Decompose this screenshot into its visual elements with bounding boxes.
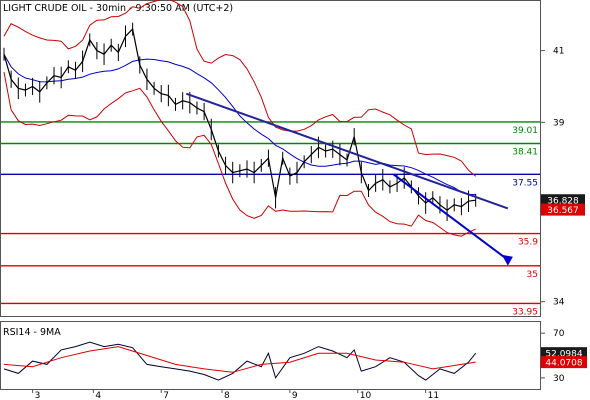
rsi-y-tick-label-30: 30 (553, 374, 565, 384)
rsi-ma-line (3, 346, 476, 373)
level-label-37.55: 37.55 (512, 178, 538, 188)
moving-average-line (3, 53, 476, 196)
x-tick-label-10: 10 (360, 391, 372, 400)
x-tick-label-11: 11 (428, 391, 439, 400)
level-label-35: 35 (527, 270, 538, 280)
forecast-arrow-head (501, 254, 513, 266)
x-tick-label-8: 8 (224, 391, 230, 400)
x-tick-label-9: 9 (292, 391, 298, 400)
price-tag-36.567 (541, 203, 585, 216)
rsi-y-tick-label-70: 70 (553, 329, 565, 339)
x-tick-label-3: 3 (35, 391, 41, 400)
bollinger-upper (3, 0, 477, 177)
chart-title: LIGHT CRUDE OIL - 30min - 9:30:50 AM (UT… (3, 3, 233, 14)
rsi-panel (0, 321, 541, 390)
rsi-tag-label-44.0708: 44.0708 (545, 359, 582, 369)
y-tick-label-39: 39 (553, 118, 565, 128)
x-tick-label-7: 7 (163, 391, 169, 400)
price-tag-label-36.828: 36.828 (547, 197, 579, 207)
level-label-39.01: 39.01 (512, 126, 538, 136)
price-line (3, 27, 476, 211)
bollinger-lower (3, 72, 476, 237)
x-tick-label-4: 4 (95, 391, 101, 400)
rsi-tag-44.0708 (541, 356, 587, 369)
y-tick-label-41: 41 (553, 47, 564, 57)
level-label-35.9: 35.9 (518, 238, 538, 248)
rsi-title: RSI14 - 9MA (3, 327, 61, 338)
price-tag-36.828 (541, 194, 585, 207)
level-label-33.95: 33.95 (512, 307, 538, 317)
price-tag-label-36.567: 36.567 (547, 206, 579, 216)
level-label-38.41: 38.41 (512, 148, 538, 158)
trendline (185, 92, 509, 210)
rsi-tag-label-52.0984: 52.0984 (545, 350, 582, 360)
y-tick-label-34: 34 (553, 298, 565, 308)
forecast-arrow-shaft (392, 173, 509, 261)
price-panel (0, 0, 541, 317)
